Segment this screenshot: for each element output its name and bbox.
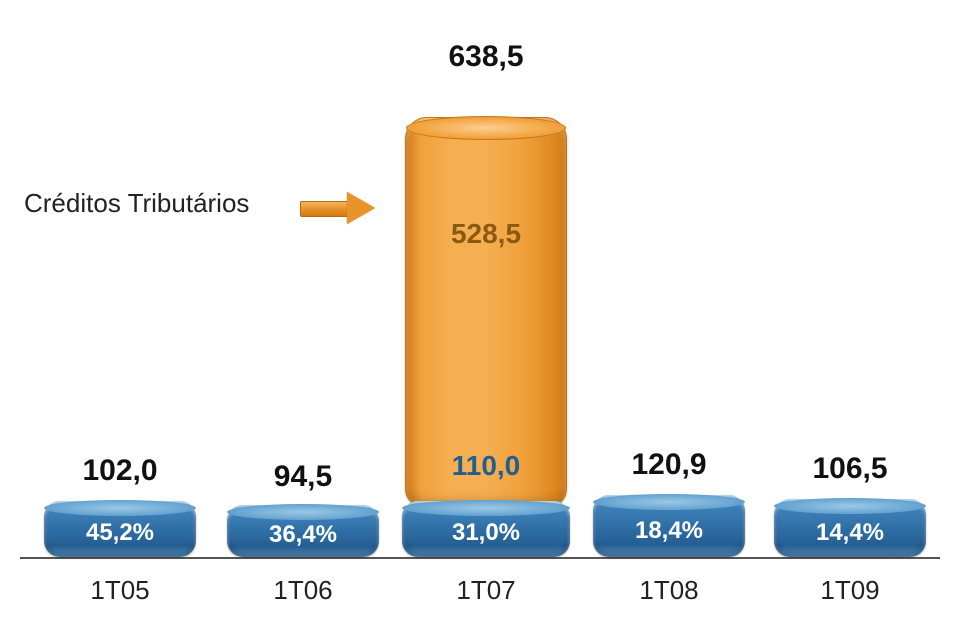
col-1t07: 638,5 528,5 110,0 31,0% 1T07	[406, 0, 566, 640]
col-1t09: 106,5 14,4% 1T09	[770, 0, 930, 640]
col-1t08: 120,9 18,4% 1T08	[589, 0, 749, 640]
top-value: 638,5	[406, 40, 566, 74]
top-value: 94,5	[223, 460, 383, 494]
bar-top-ellipse	[774, 498, 926, 514]
bar-pct: 36,4%	[227, 521, 379, 549]
blue-segment-label: 110,0	[406, 450, 566, 482]
bar-top-ellipse	[593, 494, 745, 510]
top-value: 102,0	[40, 454, 200, 488]
bar-blue: 31,0%	[402, 501, 570, 557]
bar-blue: 45,2%	[44, 501, 196, 557]
bar-blue: 36,4%	[227, 505, 379, 557]
bar-orange-segment: 528,5	[405, 117, 567, 507]
bar-blue: 14,4%	[774, 499, 926, 557]
bar-pct: 45,2%	[44, 519, 196, 547]
x-label: 1T07	[406, 575, 566, 606]
top-value: 120,9	[589, 448, 749, 482]
bar-top-ellipse	[406, 116, 566, 140]
x-label: 1T05	[40, 575, 200, 606]
bar-pct: 18,4%	[593, 517, 745, 545]
bar-pct: 31,0%	[402, 519, 570, 547]
x-label: 1T09	[770, 575, 930, 606]
bar-pct: 14,4%	[774, 519, 926, 547]
bar-top-ellipse	[227, 504, 379, 520]
bar-top-ellipse	[402, 500, 570, 516]
top-value: 106,5	[770, 452, 930, 486]
x-label: 1T08	[589, 575, 749, 606]
col-1t05: 102,0 45,2% 1T05	[40, 0, 200, 640]
bar-blue: 18,4%	[593, 495, 745, 557]
col-1t06: 94,5 36,4% 1T06	[223, 0, 383, 640]
x-label: 1T06	[223, 575, 383, 606]
bar-top-ellipse	[44, 500, 196, 516]
orange-segment-label: 528,5	[406, 218, 566, 250]
creditos-tributarios-chart: Créditos Tributários 102,0 45,2% 1T05 94…	[0, 0, 958, 640]
